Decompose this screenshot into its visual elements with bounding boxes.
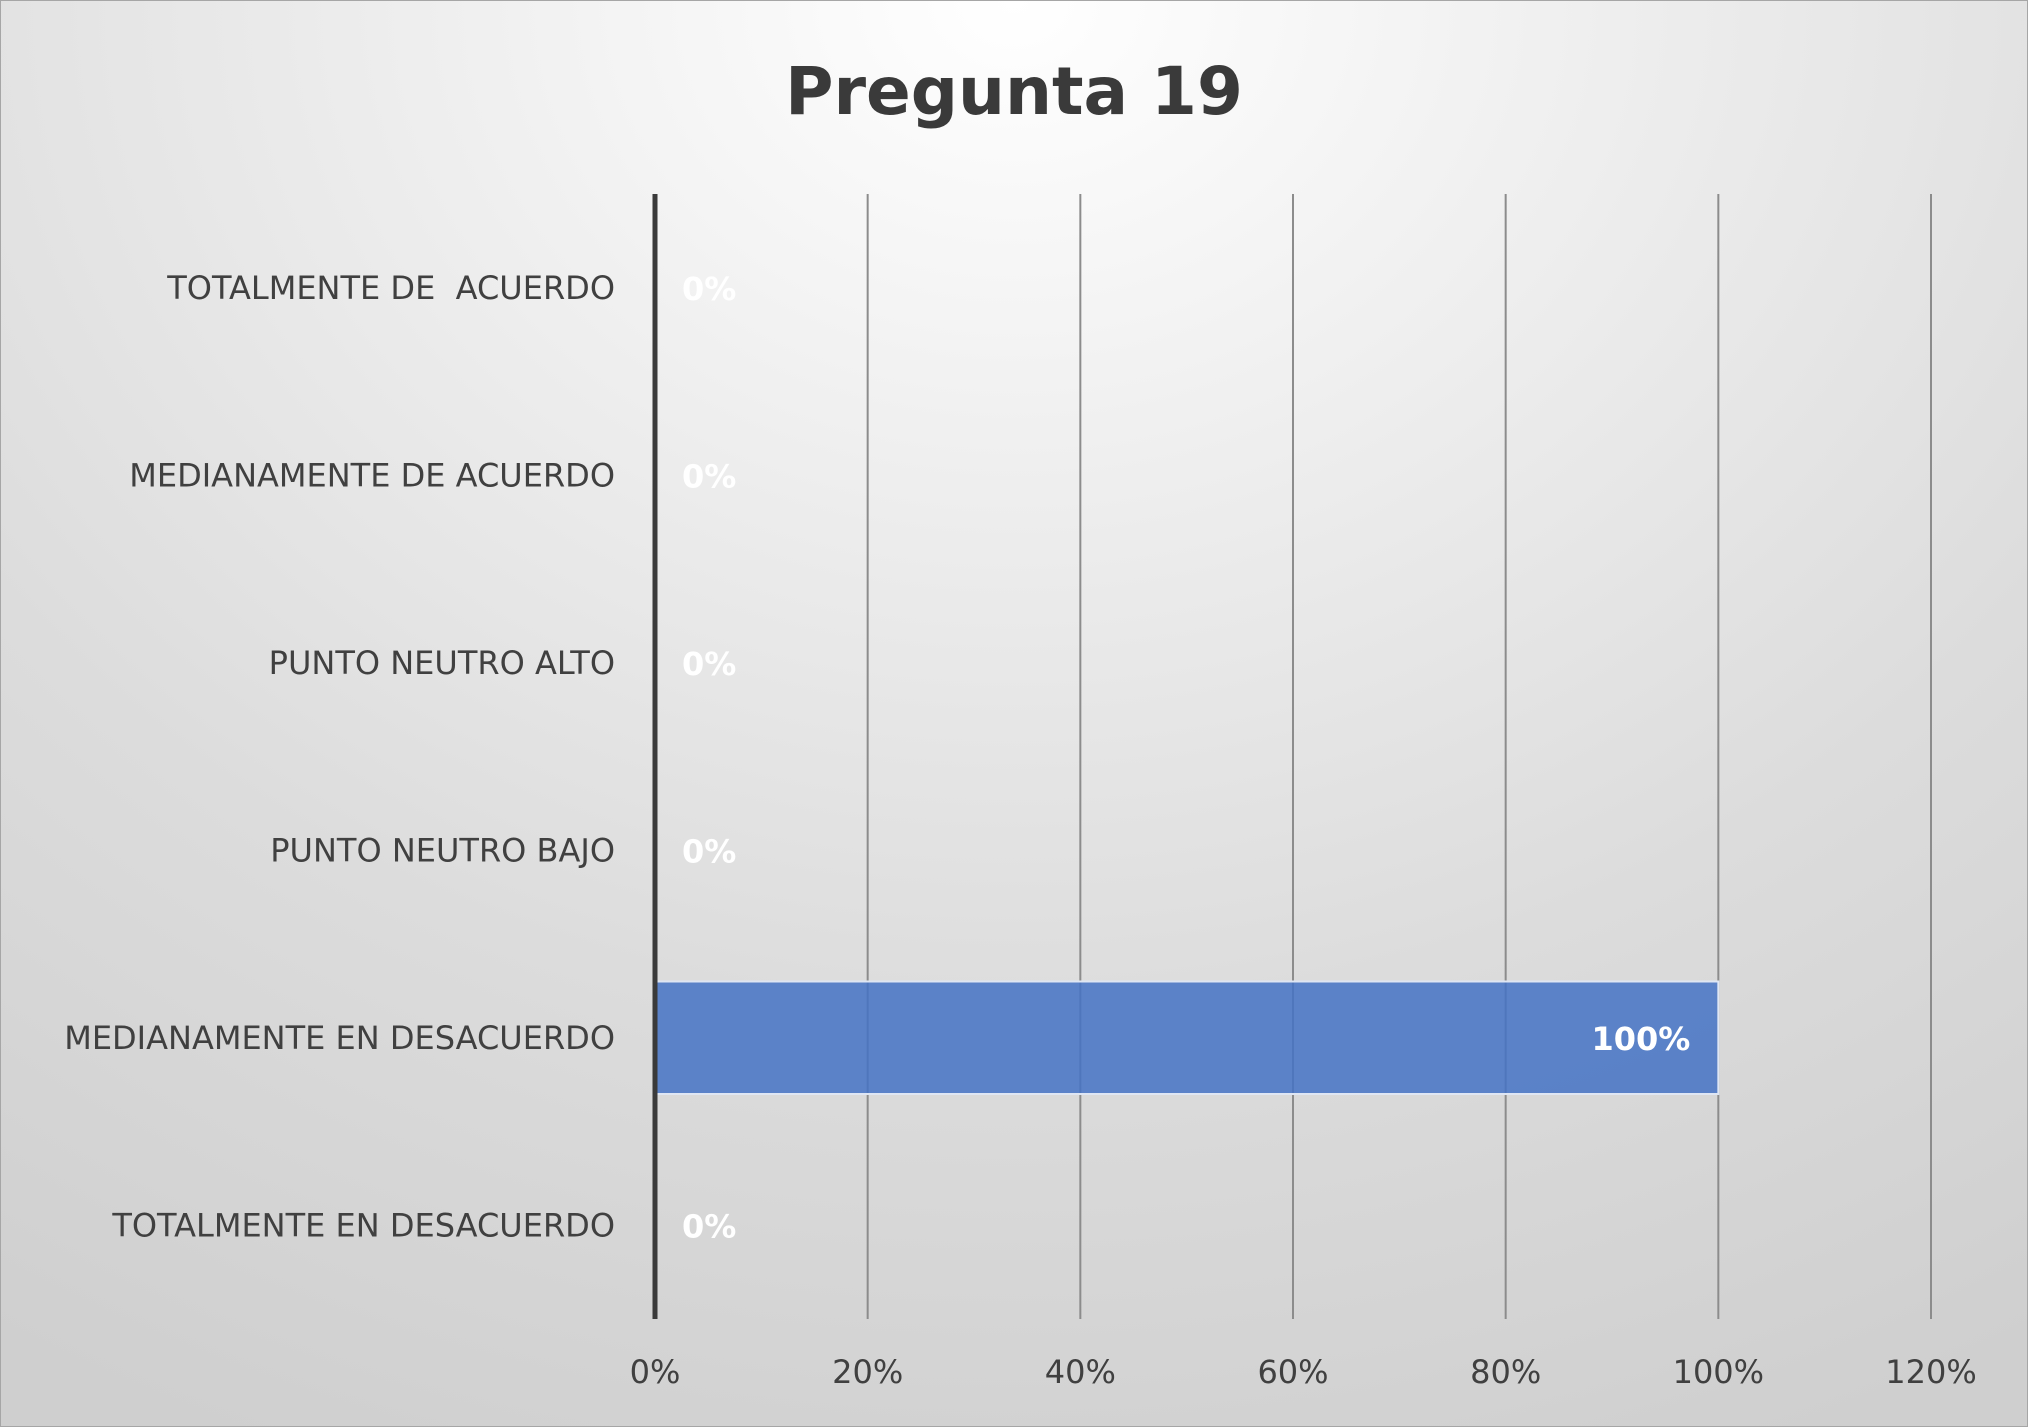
x-tick-label: 20% xyxy=(832,1353,903,1391)
category-label: PUNTO NEUTRO ALTO xyxy=(269,644,615,682)
category-labels: TOTALMENTE DE ACUERDO MEDIANAMENTE DE ACU… xyxy=(64,269,615,1245)
x-tick-labels: 0% 20% 40% 60% 80% 100% 120% xyxy=(630,1353,1977,1391)
x-tick-label: 80% xyxy=(1470,1353,1541,1391)
category-label: MEDIANAMENTE EN DESACUERDO xyxy=(64,1019,615,1057)
data-label: 0% xyxy=(682,832,736,870)
data-label: 0% xyxy=(682,645,736,683)
bar xyxy=(655,982,1718,1095)
category-label: TOTALMENTE EN DESACUERDO xyxy=(111,1206,615,1244)
bars xyxy=(655,982,1718,1095)
x-tick-label: 0% xyxy=(630,1353,681,1391)
data-label: 0% xyxy=(682,1207,736,1245)
data-label: 0% xyxy=(682,457,736,495)
category-label: TOTALMENTE DE ACUERDO xyxy=(166,269,615,307)
x-tick-label: 60% xyxy=(1257,1353,1328,1391)
data-label: 0% xyxy=(682,270,736,308)
data-label: 100% xyxy=(1591,1020,1690,1058)
category-label: PUNTO NEUTRO BAJO xyxy=(270,831,615,869)
x-tick-label: 120% xyxy=(1885,1353,1976,1391)
chart-title: Pregunta 19 xyxy=(785,53,1243,130)
category-label: MEDIANAMENTE DE ACUERDO xyxy=(129,456,615,494)
data-labels: 0% 0% 0% 0% 100% 0% xyxy=(682,270,1690,1246)
x-tick-label: 100% xyxy=(1673,1353,1764,1391)
x-tick-label: 40% xyxy=(1045,1353,1116,1391)
gridlines xyxy=(868,194,1931,1319)
